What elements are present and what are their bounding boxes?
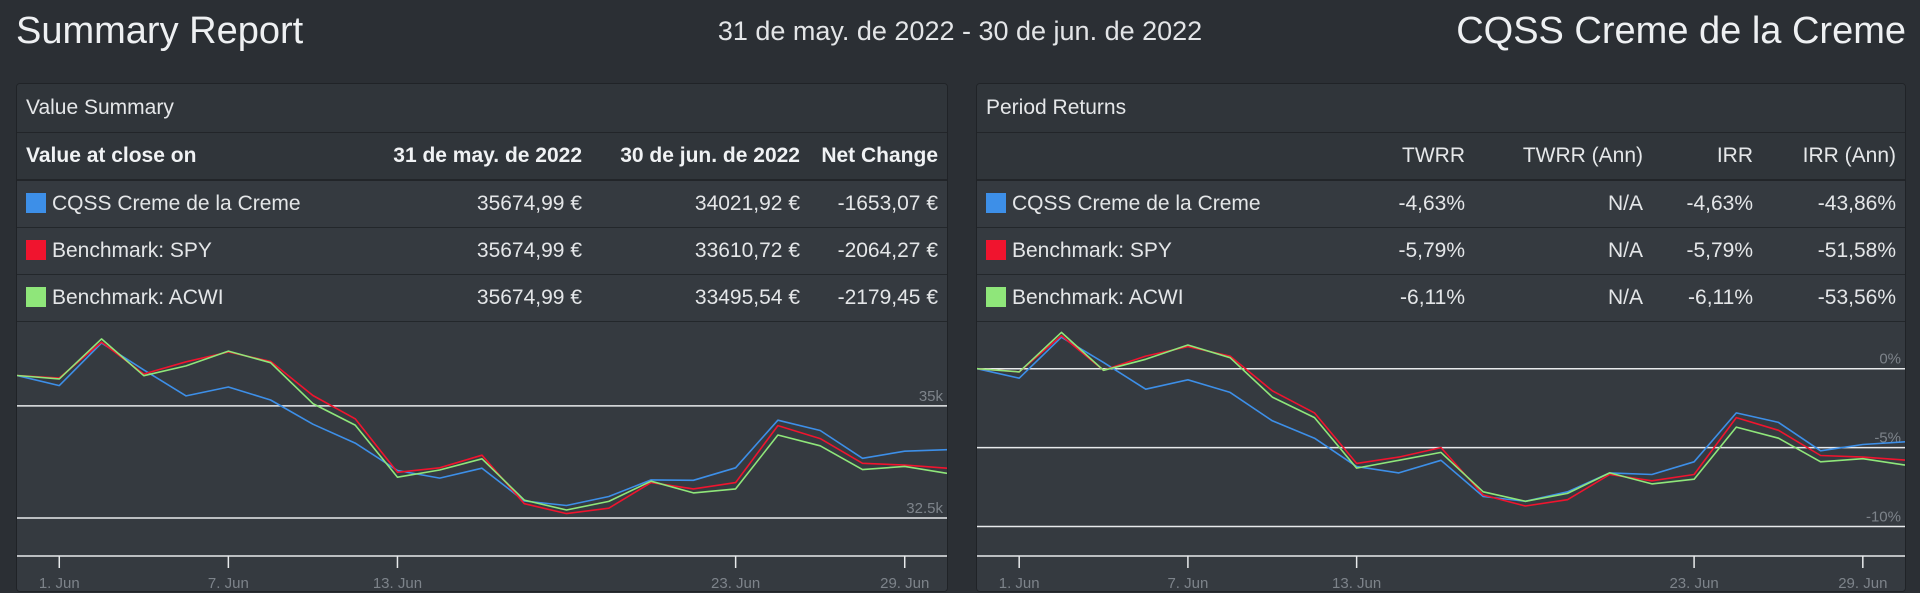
report-header: Summary Report 31 de may. de 2022 - 30 d… <box>0 0 1920 66</box>
series-name: CQSS Creme de la Creme <box>1012 192 1261 215</box>
table-row[interactable]: CQSS Creme de la Creme 35674,99 € 34021,… <box>17 180 947 228</box>
series-name-cell: CQSS Creme de la Creme <box>17 180 310 228</box>
irr-ann-value: -51,58% <box>1762 227 1905 275</box>
end-value: 34021,92 € <box>591 180 809 228</box>
date-range: 31 de may. de 2022 - 30 de jun. de 2022 <box>717 16 1203 46</box>
x-tick-label: 7. Jun <box>208 575 249 591</box>
end-value: 33495,54 € <box>591 274 809 322</box>
column-header-end-date[interactable]: 30 de jun. de 2022 <box>591 133 809 181</box>
start-value: 35674,99 € <box>309 274 591 322</box>
irr-value: -6,11% <box>1652 274 1762 322</box>
series-name: Benchmark: SPY <box>52 239 212 262</box>
table-row[interactable]: CQSS Creme de la Creme -4,63% N/A -4,63%… <box>977 180 1905 228</box>
x-tick-label: 29. Jun <box>1838 575 1887 591</box>
series-line-1[interactable] <box>17 341 947 515</box>
x-tick-label: 7. Jun <box>1167 575 1208 591</box>
series-name: Benchmark: ACWI <box>1012 286 1184 309</box>
value-summary-table: Value at close on 31 de may. de 2022 30 … <box>17 133 947 322</box>
net-change: -2064,27 € <box>809 227 947 275</box>
value-chart[interactable]: 35k 32.5k 1. Jun 7. Jun 13. Jun 23. Jun 29. Ju… <box>17 326 947 591</box>
twrr-value: -6,11% <box>1346 274 1474 322</box>
twrr-ann-value: N/A <box>1474 227 1652 275</box>
twrr-ann-value: N/A <box>1474 274 1652 322</box>
column-header-start-date[interactable]: 31 de may. de 2022 <box>309 133 591 181</box>
page-title: Summary Report <box>16 10 304 52</box>
series-name-cell: Benchmark: SPY <box>977 227 1346 275</box>
series-line-2[interactable] <box>17 338 947 511</box>
y-tick-label: 35k <box>919 388 944 405</box>
series-line-2[interactable] <box>977 331 1905 503</box>
table-row[interactable]: Benchmark: SPY -5,79% N/A -5,79% -51,58% <box>977 227 1905 275</box>
series-name: Benchmark: ACWI <box>52 286 224 309</box>
panel-title-period-returns: Period Returns <box>977 84 1905 133</box>
legend-swatch <box>986 193 1006 213</box>
period-returns-table: TWRR TWRR (Ann) IRR IRR (Ann) CQSS Creme… <box>977 133 1905 322</box>
irr-value: -5,79% <box>1652 227 1762 275</box>
y-tick-label: 32.5k <box>906 500 943 517</box>
x-tick-label: 29. Jun <box>880 575 929 591</box>
x-tick-label: 13. Jun <box>373 575 422 591</box>
returns-chart[interactable]: 0%-5%-10%1. Jun 7. Jun 13. Jun 23. Jun 29. J… <box>977 326 1905 591</box>
series-line-1[interactable] <box>977 334 1905 507</box>
column-header-twrr-ann[interactable]: TWRR (Ann) <box>1474 133 1652 181</box>
net-change: -2179,45 € <box>809 274 947 322</box>
series-name-cell: Benchmark: SPY <box>17 227 310 275</box>
start-value: 35674,99 € <box>309 227 591 275</box>
x-tick-label: 1. Jun <box>39 575 80 591</box>
table-row[interactable]: Benchmark: ACWI -6,11% N/A -6,11% -53,56… <box>977 274 1905 322</box>
series-name: Benchmark: SPY <box>1012 239 1172 262</box>
legend-swatch <box>986 287 1006 307</box>
column-header-net-change[interactable]: Net Change <box>809 133 947 181</box>
panel-title-value-summary: Value Summary <box>17 84 947 133</box>
legend-swatch <box>26 193 46 213</box>
series-line-0[interactable] <box>977 336 1905 503</box>
x-tick-label: 23. Jun <box>1669 575 1718 591</box>
portfolio-name: CQSS Creme de la Creme <box>1456 10 1906 52</box>
series-line-0[interactable] <box>17 342 947 507</box>
period-returns-panel: Period Returns TWRR TWRR (Ann) IRR IRR (… <box>976 83 1906 592</box>
irr-value: -4,63% <box>1652 180 1762 228</box>
twrr-ann-value: N/A <box>1474 180 1652 228</box>
column-header-irr-ann[interactable]: IRR (Ann) <box>1762 133 1905 181</box>
twrr-value: -5,79% <box>1346 227 1474 275</box>
y-tick-label: 0% <box>1879 351 1901 368</box>
series-name: CQSS Creme de la Creme <box>52 192 301 215</box>
series-name-cell: Benchmark: ACWI <box>977 274 1346 322</box>
series-name-cell: Benchmark: ACWI <box>17 274 310 322</box>
column-header-value-at-close[interactable]: Value at close on <box>17 133 310 181</box>
column-header-irr[interactable]: IRR <box>1652 133 1762 181</box>
net-change: -1653,07 € <box>809 180 947 228</box>
x-tick-label: 23. Jun <box>711 575 760 591</box>
legend-swatch <box>26 287 46 307</box>
table-row[interactable]: Benchmark: SPY 35674,99 € 33610,72 € -20… <box>17 227 947 275</box>
end-value: 33610,72 € <box>591 227 809 275</box>
x-tick-label: 1. Jun <box>999 575 1040 591</box>
column-header-name[interactable] <box>977 133 1346 181</box>
y-tick-label: -10% <box>1866 509 1901 526</box>
start-value: 35674,99 € <box>309 180 591 228</box>
column-header-twrr[interactable]: TWRR <box>1346 133 1474 181</box>
irr-ann-value: -53,56% <box>1762 274 1905 322</box>
value-summary-panel: Value Summary Value at close on 31 de ma… <box>16 83 948 592</box>
irr-ann-value: -43,86% <box>1762 180 1905 228</box>
table-row[interactable]: Benchmark: ACWI 35674,99 € 33495,54 € -2… <box>17 274 947 322</box>
series-name-cell: CQSS Creme de la Creme <box>977 180 1346 228</box>
legend-swatch <box>986 240 1006 260</box>
x-tick-label: 13. Jun <box>1332 575 1381 591</box>
twrr-value: -4,63% <box>1346 180 1474 228</box>
legend-swatch <box>26 240 46 260</box>
